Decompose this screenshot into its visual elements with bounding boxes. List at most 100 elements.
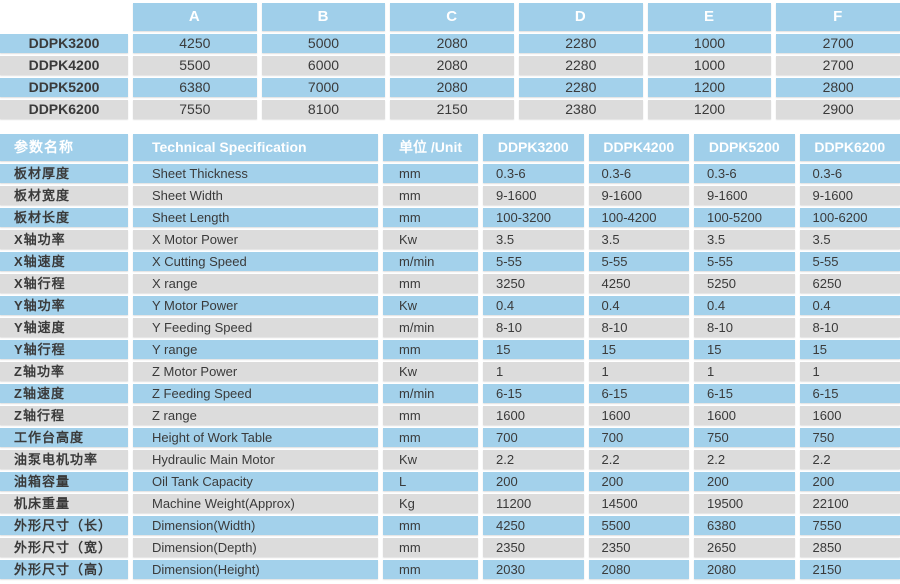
dim-value-cell: 2280	[518, 56, 643, 75]
param-name-cell: X轴速度	[0, 252, 128, 271]
dim-value-cell: 4250	[133, 34, 257, 53]
spec-value-cell: 5-55	[799, 252, 900, 271]
spec-value-cell: 6250	[799, 274, 900, 293]
dim-value-cell: 6000	[261, 56, 386, 75]
param-name-cell: Z轴行程	[0, 406, 128, 425]
spec-value-cell: 5250	[694, 274, 795, 293]
model-header-cell: DDPK4200	[588, 134, 689, 161]
dim-col-header-e: E	[647, 3, 772, 31]
spec-value-cell: 750	[799, 428, 900, 447]
unit-cell: mm	[383, 516, 478, 535]
spec-name-cell: Dimension(Depth)	[133, 538, 378, 557]
dim-value-cell: 2080	[390, 78, 514, 97]
model-header-cell: DDPK3200	[483, 134, 584, 161]
param-name-cell: 板材厚度	[0, 164, 128, 183]
spec-value-cell: 3.5	[694, 230, 795, 249]
param-name-cell: 工作台高度	[0, 428, 128, 447]
unit-cell: mm	[383, 208, 478, 227]
spec-value-cell: 1600	[694, 406, 795, 425]
spec-value-cell: 100-3200	[483, 208, 584, 227]
spec-value-cell: 0.4	[694, 296, 795, 315]
dimensions-table: A B C D E F DDPK3200 4250 5000 2080 2280…	[0, 3, 900, 119]
spec-value-cell: 2650	[694, 538, 795, 557]
model-cell: DDPK5200	[0, 78, 128, 97]
dim-value-cell: 2080	[390, 56, 514, 75]
spec-name-cell: Z Motor Power	[133, 362, 378, 381]
spec-value-cell: 6380	[694, 516, 795, 535]
spec-value-cell: 2.2	[694, 450, 795, 469]
spec-value-cell: 2.2	[588, 450, 689, 469]
spec-value-cell: 0.3-6	[694, 164, 795, 183]
spec-value-cell: 100-5200	[694, 208, 795, 227]
param-name-cell: 外形尺寸（宽）	[0, 538, 128, 557]
spec-value-cell: 0.3-6	[483, 164, 584, 183]
spec-value-cell: 2.2	[483, 450, 584, 469]
spec-value-cell: 9-1600	[799, 186, 900, 205]
spec-name-cell: Y Feeding Speed	[133, 318, 378, 337]
unit-cell: mm	[383, 164, 478, 183]
spec-value-cell: 4250	[483, 516, 584, 535]
spec-value-cell: 2350	[483, 538, 584, 557]
param-name-cell: 外形尺寸（高）	[0, 560, 128, 579]
param-name-cell: 板材长度	[0, 208, 128, 227]
spec-value-cell: 2150	[799, 560, 900, 579]
param-name-cell: Z轴速度	[0, 384, 128, 403]
spec-value-cell: 0.4	[588, 296, 689, 315]
spec-value-cell: 200	[483, 472, 584, 491]
spec-name-cell: Machine Weight(Approx)	[133, 494, 378, 513]
spec-value-cell: 22100	[799, 494, 900, 513]
spec-value-cell: 1600	[483, 406, 584, 425]
dim-value-cell: 2080	[390, 34, 514, 53]
dim-value-cell: 2280	[518, 34, 643, 53]
spec-value-cell: 200	[694, 472, 795, 491]
spec-value-cell: 100-6200	[799, 208, 900, 227]
spec-value-cell: 7550	[799, 516, 900, 535]
spec-value-cell: 15	[483, 340, 584, 359]
spec-value-cell: 15	[588, 340, 689, 359]
spec-value-cell: 1	[799, 362, 900, 381]
spec-name-cell: Y range	[133, 340, 378, 359]
spec-value-cell: 2350	[588, 538, 689, 557]
dim-value-cell: 7550	[133, 100, 257, 119]
model-header-cell: DDPK5200	[694, 134, 795, 161]
spec-value-cell: 2080	[694, 560, 795, 579]
spec-value-cell: 8-10	[799, 318, 900, 337]
param-name-cell: Y轴速度	[0, 318, 128, 337]
spec-value-cell: 9-1600	[694, 186, 795, 205]
spec-value-cell: 2080	[588, 560, 689, 579]
spec-value-cell: 1	[694, 362, 795, 381]
dim-value-cell: 5500	[133, 56, 257, 75]
unit-cell: Kw	[383, 362, 478, 381]
spec-value-cell: 2850	[799, 538, 900, 557]
dim-col-header-c: C	[390, 3, 514, 31]
spec-value-cell: 0.4	[799, 296, 900, 315]
dim-value-cell: 2380	[518, 100, 643, 119]
dim-value-cell: 1200	[647, 78, 772, 97]
dim-col-header-d: D	[518, 3, 643, 31]
spec-value-cell: 8-10	[694, 318, 795, 337]
spec-value-cell: 200	[799, 472, 900, 491]
spec-value-cell: 9-1600	[483, 186, 584, 205]
spec-name-cell: Sheet Thickness	[133, 164, 378, 183]
spec-value-cell: 1	[483, 362, 584, 381]
unit-header-cell: 单位 /Unit	[383, 134, 478, 161]
unit-cell: Kg	[383, 494, 478, 513]
unit-cell: m/min	[383, 318, 478, 337]
spec-value-cell: 700	[483, 428, 584, 447]
param-name-cell: 外形尺寸（长）	[0, 516, 128, 535]
spec-value-cell: 1600	[588, 406, 689, 425]
dim-value-cell: 2700	[776, 34, 900, 53]
unit-cell: mm	[383, 406, 478, 425]
model-header-cell: DDPK6200	[799, 134, 900, 161]
spec-value-cell: 1	[588, 362, 689, 381]
dim-value-cell: 1000	[647, 56, 772, 75]
model-cell: DDPK4200	[0, 56, 128, 75]
dim-value-cell: 2280	[518, 78, 643, 97]
unit-cell: L	[383, 472, 478, 491]
spec-name-cell: Sheet Width	[133, 186, 378, 205]
spec-value-cell: 8-10	[588, 318, 689, 337]
spec-value-cell: 19500	[694, 494, 795, 513]
spec-value-cell: 5-55	[588, 252, 689, 271]
spec-value-cell: 6-15	[694, 384, 795, 403]
spec-name-cell: Hydraulic Main Motor	[133, 450, 378, 469]
